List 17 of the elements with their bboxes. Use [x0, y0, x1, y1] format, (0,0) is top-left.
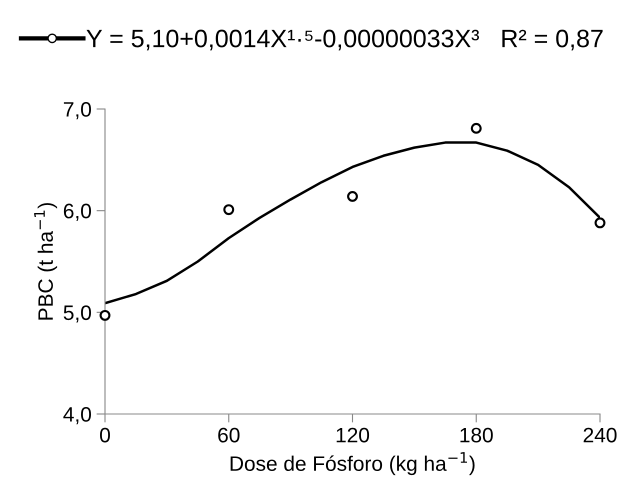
- y-tick-label: 5,0: [64, 305, 91, 323]
- x-tick-label: 240: [584, 428, 617, 442]
- point: [470, 122, 482, 134]
- y-tick-label: 4,0: [63, 407, 91, 424]
- y-axis-title: PBC (t ha$^{−1}$): [34, 203, 58, 320]
- x-axis-title: Dose de Fósforo (kg ha$^{−1}$): [230, 452, 475, 476]
- legend-label: Y = 5,10+0,0014X¹·⁵-0,00000033X³ R² = 0,87: [86, 30, 603, 50]
- x-tick-label: 60: [218, 428, 240, 442]
- point: [594, 217, 606, 228]
- x-tick-label: 180: [460, 428, 493, 442]
- x-tick-label: 0: [100, 428, 110, 442]
- y-tick-label: 6,0: [64, 204, 91, 221]
- x-tick-label: 120: [336, 428, 370, 442]
- y-tick-label: 7,0: [64, 102, 91, 120]
- point: [223, 204, 234, 216]
- point: [347, 190, 358, 202]
- point: [100, 310, 110, 321]
